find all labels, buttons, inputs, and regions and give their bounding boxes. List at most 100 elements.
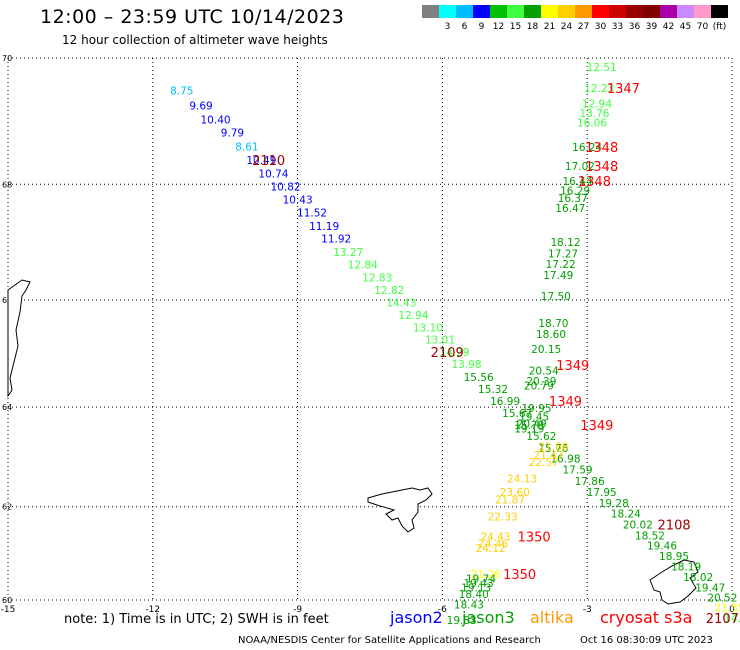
x-tick-label: -9 <box>293 605 302 615</box>
swh-value-label: 21.87 <box>495 494 525 506</box>
y-tick-label: 70 <box>2 54 12 63</box>
track-label: 1347 <box>607 82 640 97</box>
swh-value-label: 15.78 <box>514 420 544 432</box>
swh-value-label: 10.40 <box>201 114 231 126</box>
color-scale-label: 30 <box>594 22 607 32</box>
swh-value-label: 10.43 <box>283 194 313 206</box>
shetland-islands <box>649 559 699 605</box>
swh-value-label: 20.15 <box>531 344 561 356</box>
swh-value-label: 20.52 <box>707 592 737 604</box>
color-scale-label: 12 <box>492 22 505 32</box>
swh-value-label: 12.84 <box>348 260 378 272</box>
swh-value-label: 16.06 <box>577 118 607 130</box>
swh-value-label: 19.47 <box>695 582 725 594</box>
swh-value-label: 13.01 <box>425 335 455 347</box>
swh-value-label: 10.82 <box>271 182 301 194</box>
swh-value-label: 18.24 <box>611 508 641 520</box>
page-subtitle: 12 hour collection of altimeter wave hei… <box>62 33 328 47</box>
swh-value-label: 19.74 <box>466 574 496 586</box>
swh-value-label: 9.79 <box>221 128 244 140</box>
track-label: 1349 <box>580 419 613 434</box>
legend-altika: altika <box>530 608 574 627</box>
x-tick-label: -15 <box>1 605 16 615</box>
swh-value-label: 11.52 <box>297 207 327 219</box>
color-scale-label: 70 <box>696 22 709 32</box>
swh-value-label: 17.50 <box>541 291 571 303</box>
swh-value-label: 20.02 <box>623 519 653 531</box>
swh-value-label: 14.43 <box>386 297 416 309</box>
swh-value-label: 19.45 <box>519 411 549 423</box>
color-scale-label: 18 <box>526 22 539 32</box>
swh-value-label: 14.29 <box>439 347 469 359</box>
footer-note: note: 1) Time is in UTC; 2) SWH is in fe… <box>64 612 329 627</box>
swh-value-label: 12.94 <box>582 99 612 111</box>
page-title: 12:00 – 23:59 UTC 10/14/2023 <box>40 6 345 28</box>
swh-value-label: 21.66 <box>538 442 568 454</box>
color-swatch <box>541 5 558 18</box>
swh-value-label: 24.13 <box>507 474 537 486</box>
x-tick-label: 0 <box>729 605 735 615</box>
color-swatch <box>711 5 728 18</box>
generated-timestamp: Oct 16 08:30:09 UTC 2023 <box>580 635 713 646</box>
swh-value-label: 16.47 <box>555 203 585 215</box>
swh-value-label: 15.67 <box>502 408 532 420</box>
swh-value-label: 24.46 <box>478 538 508 550</box>
swh-value-label: 18.52 <box>635 530 665 542</box>
swh-value-label: 20.79 <box>524 380 554 392</box>
swh-value-label: 22.57 <box>529 457 559 469</box>
color-scale-label: 6 <box>461 22 468 32</box>
swh-value-label: 19.83 <box>447 615 477 627</box>
color-swatch <box>694 5 711 18</box>
swh-value-label: 17.02 <box>565 161 595 173</box>
swh-value-label: 17.49 <box>543 270 573 282</box>
faroe-islands <box>367 487 433 533</box>
swh-value-label: 15.32 <box>478 384 508 396</box>
swh-value-label: 12.83 <box>362 273 392 285</box>
color-scale-label: 36 <box>628 22 641 32</box>
swh-value-label: 23.60 <box>500 487 530 499</box>
track-label: 1350 <box>503 568 536 583</box>
track-label: 2107 <box>706 612 739 627</box>
swh-value-label: 13.76 <box>579 108 609 120</box>
swh-value-label: 13.98 <box>452 359 482 371</box>
swh-value-label: 16.44 <box>563 176 593 188</box>
swh-value-label: 18.12 <box>550 237 580 249</box>
track-label: 1348 <box>585 141 618 156</box>
color-swatch <box>490 5 507 18</box>
swh-value-label: 16.37 <box>558 193 588 205</box>
swh-value-label: 17.59 <box>563 465 593 477</box>
color-scale-label: 3 <box>444 22 451 32</box>
color-swatch <box>473 5 490 18</box>
color-scale-label: 42 <box>662 22 675 32</box>
color-swatch <box>626 5 643 18</box>
swh-value-label: 20.39 <box>526 376 556 388</box>
swh-value-label: 13.27 <box>333 247 363 259</box>
y-tick-label: 60 <box>2 596 12 605</box>
color-scale-label: (ft) <box>712 22 727 32</box>
track-label: 2110 <box>252 154 285 169</box>
color-swatch <box>660 5 677 18</box>
swh-value-label: 19.43 <box>464 578 494 590</box>
color-scale-label: 27 <box>577 22 590 32</box>
swh-value-label: 16.98 <box>550 454 580 466</box>
track-label: 1349 <box>549 395 582 410</box>
swh-value-label: 18.60 <box>536 329 566 341</box>
swh-value-label: 15.62 <box>526 431 556 443</box>
color-swatch <box>558 5 575 18</box>
color-scale-label: 24 <box>560 22 573 32</box>
swh-value-label: 16.29 <box>560 185 590 197</box>
swh-value-label: 11.19 <box>309 221 339 233</box>
swh-value-label: 8.75 <box>170 86 193 98</box>
color-swatch <box>422 5 439 18</box>
color-scale-label: 33 <box>611 22 624 32</box>
color-scale-label: 9 <box>478 22 485 32</box>
y-tick-label: 66 <box>2 296 12 305</box>
x-tick-label: -3 <box>583 605 592 615</box>
color-swatch <box>439 5 456 18</box>
track-label: 1348 <box>578 175 611 190</box>
swh-value-label: 19.19 <box>514 424 544 436</box>
color-swatch <box>643 5 660 18</box>
track-label: 1350 <box>518 530 551 545</box>
swh-value-label: 22.33 <box>488 511 518 523</box>
swh-value-label: 21.47 <box>534 450 564 462</box>
